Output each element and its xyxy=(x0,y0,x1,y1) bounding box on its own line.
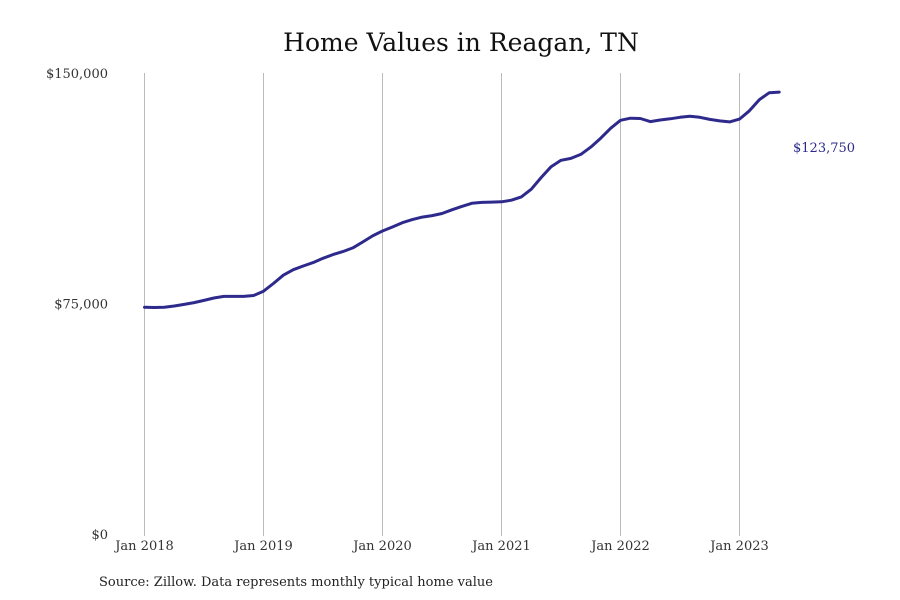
x-tick-label: Jan 2018 xyxy=(113,539,174,554)
series-line-0 xyxy=(143,90,781,309)
x-tick-label: Jan 2021 xyxy=(470,539,531,554)
x-axis-ticks: Jan 2018 Jan 2019 Jan 2020 Jan 2021 Jan 2022… xyxy=(113,539,769,554)
x-tick-label: Jan 2023 xyxy=(708,539,769,554)
chart-title: Home Values in Reagan, TN xyxy=(283,28,639,57)
y-axis-ticks: $0 $75,000 $150,000 xyxy=(46,67,108,543)
x-tick-label: Jan 2020 xyxy=(351,539,412,554)
y-tick-label: $150,000 xyxy=(46,67,108,82)
x-tick-label: Jan 2022 xyxy=(589,539,650,554)
y-tick-label: $0 xyxy=(91,528,108,543)
gridlines xyxy=(144,73,740,536)
x-tick-label: Jan 2019 xyxy=(232,539,293,554)
end-value-label: $123,750 xyxy=(793,141,855,156)
source-note: Source: Zillow. Data represents monthly … xyxy=(99,575,493,590)
y-tick-label: $75,000 xyxy=(54,298,108,313)
series-layer xyxy=(143,90,781,309)
